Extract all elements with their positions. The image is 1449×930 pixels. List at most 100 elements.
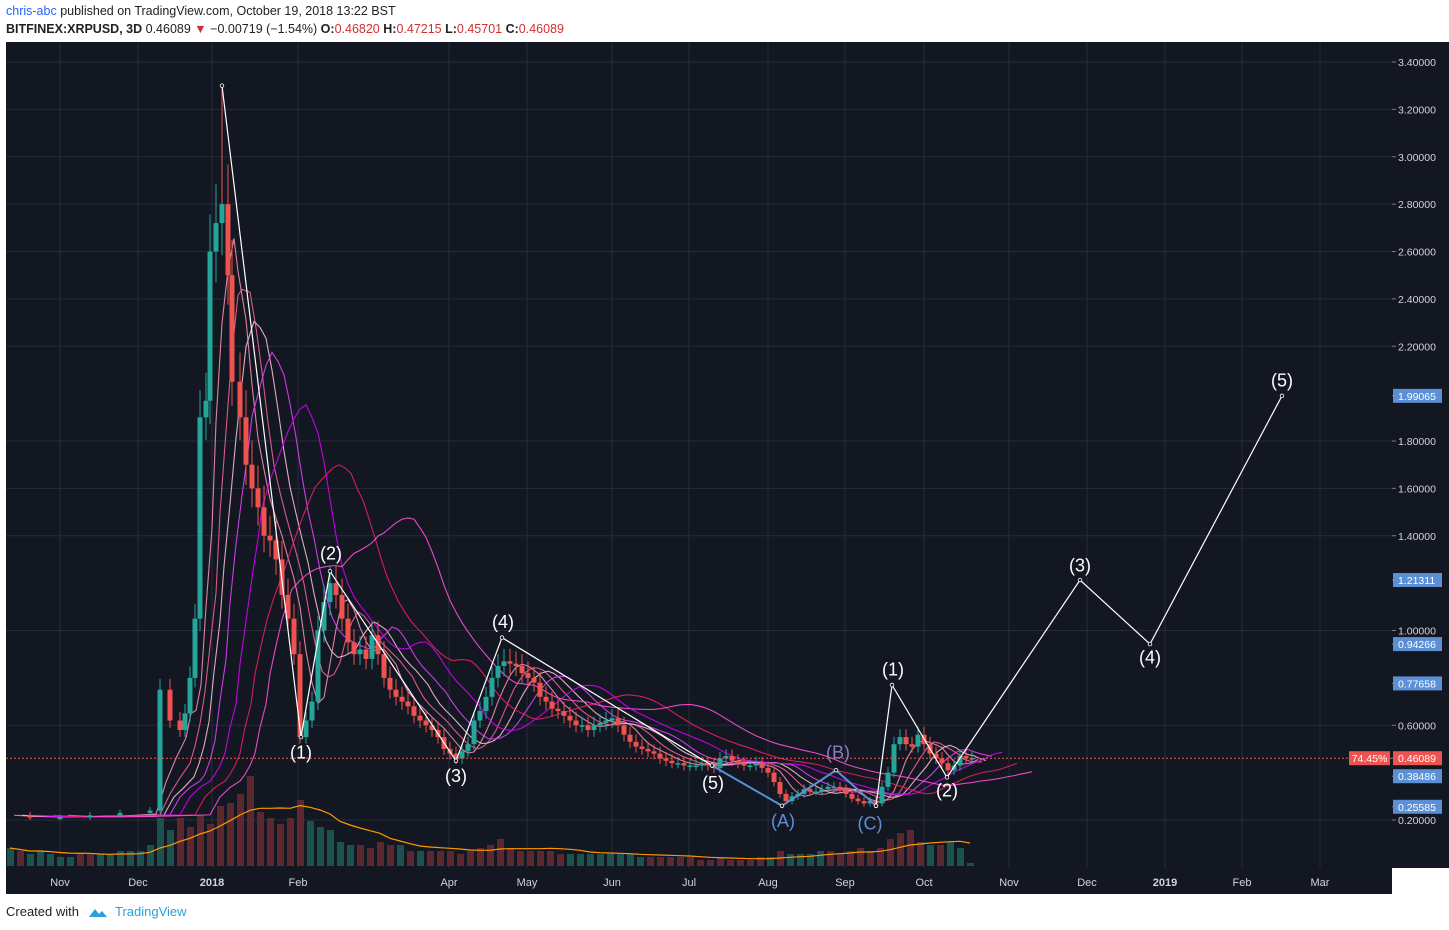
moving-average-line <box>67 517 1033 818</box>
volume-bar <box>97 854 104 866</box>
volume-bar <box>807 854 814 866</box>
volume-bar <box>817 851 824 866</box>
candle-body <box>393 689 399 697</box>
volume-bar <box>367 848 374 866</box>
candle-body <box>597 722 603 726</box>
wave-point[interactable] <box>453 758 459 763</box>
wave-label: (1) <box>882 660 904 680</box>
wave-point[interactable] <box>833 768 839 773</box>
wave-point[interactable] <box>1077 577 1083 583</box>
wave-point[interactable] <box>327 569 333 574</box>
footer: Created with TradingView <box>6 904 187 919</box>
y-tick-label: 1.40000 <box>1398 531 1436 543</box>
price-badge <box>1393 388 1442 403</box>
volume-bar <box>37 851 44 866</box>
candle-body <box>225 204 231 276</box>
volume-moving-average <box>9 805 971 860</box>
volume-bar <box>327 830 334 866</box>
candle-body <box>321 602 327 631</box>
volume-bar <box>587 854 594 866</box>
wave-point[interactable] <box>1147 641 1153 647</box>
candle-body <box>345 618 351 643</box>
volume-bar <box>417 851 424 866</box>
volume-bar <box>17 851 24 866</box>
candle-body <box>315 630 321 702</box>
candle-body <box>957 756 963 766</box>
candle-body <box>723 756 729 759</box>
volume-bar <box>307 821 314 866</box>
y-tick-label: 2.60000 <box>1398 247 1436 259</box>
wave-point[interactable] <box>1279 393 1285 399</box>
volume-bar <box>467 851 474 866</box>
candle-body <box>177 720 183 730</box>
wave-point[interactable] <box>889 682 895 688</box>
wave-point[interactable] <box>709 763 715 768</box>
volume-bar <box>737 860 744 866</box>
candle-body <box>157 689 163 811</box>
candle-body <box>297 654 303 738</box>
volume-bar <box>707 860 714 866</box>
candle-body <box>681 763 687 766</box>
y-tick-label: 3.40000 <box>1398 57 1436 69</box>
time-axis[interactable] <box>6 868 1392 894</box>
x-tick-label: Mar <box>1311 877 1330 889</box>
wave-point[interactable] <box>873 803 879 808</box>
volume-bar <box>87 854 94 866</box>
volume-bar <box>257 812 264 866</box>
volume-bar <box>797 854 804 866</box>
y-tick-label: 1.21311 <box>1398 575 1435 587</box>
wave-point[interactable] <box>298 734 304 740</box>
x-tick-label: Jun <box>603 877 621 889</box>
volume-bar <box>897 833 904 866</box>
volume-bar <box>637 857 644 866</box>
candle-body <box>387 677 393 690</box>
volume-bar <box>387 845 394 866</box>
wave-label: (A) <box>771 811 795 831</box>
y-tick-label: 1.60000 <box>1398 483 1436 495</box>
volume-bar <box>167 830 174 866</box>
y-tick-label: 0.20000 <box>1398 815 1436 827</box>
candle-body <box>579 725 585 727</box>
author-link[interactable]: chris-abc <box>6 4 57 18</box>
volume-bar <box>397 845 404 866</box>
candle-body <box>675 763 681 765</box>
tradingview-logo[interactable]: TradingView <box>87 904 187 919</box>
candle-body <box>855 798 861 802</box>
volume-bar <box>287 818 294 866</box>
wave-point[interactable] <box>944 775 950 780</box>
volume-bar <box>347 845 354 866</box>
candle-body <box>187 677 193 714</box>
candle-body <box>783 793 789 802</box>
candle-body <box>363 649 369 659</box>
volume-bar <box>377 842 384 866</box>
candle-body <box>273 540 279 560</box>
x-tick-label: Dec <box>1077 877 1097 889</box>
candle-body <box>477 711 483 721</box>
volume-bar <box>147 845 154 866</box>
volume-bar <box>857 848 864 866</box>
volume-bar <box>607 854 614 866</box>
price-badge <box>1393 676 1442 691</box>
down-arrow-icon: ▼ <box>194 22 207 36</box>
wave-point[interactable] <box>219 83 225 88</box>
wave-point[interactable] <box>779 803 785 808</box>
wave-label: (3) <box>445 766 467 786</box>
wave-point[interactable] <box>499 635 505 640</box>
candle-body <box>267 535 273 541</box>
volume-bar <box>47 854 54 866</box>
volume-bar <box>537 851 544 866</box>
volume-bar <box>207 824 214 866</box>
candle-body <box>381 654 387 678</box>
publish-info: chris-abc published on TradingView.com, … <box>6 4 396 18</box>
volume-bar <box>757 857 764 866</box>
volume-bar <box>967 863 974 866</box>
candle-body <box>471 720 477 745</box>
candle-body <box>825 786 831 790</box>
volume-bar <box>57 857 64 866</box>
candle-body <box>807 789 813 792</box>
candle-body <box>429 725 435 730</box>
price-axis[interactable] <box>1392 42 1449 868</box>
candle-body <box>609 718 615 721</box>
candle-body <box>333 583 339 595</box>
